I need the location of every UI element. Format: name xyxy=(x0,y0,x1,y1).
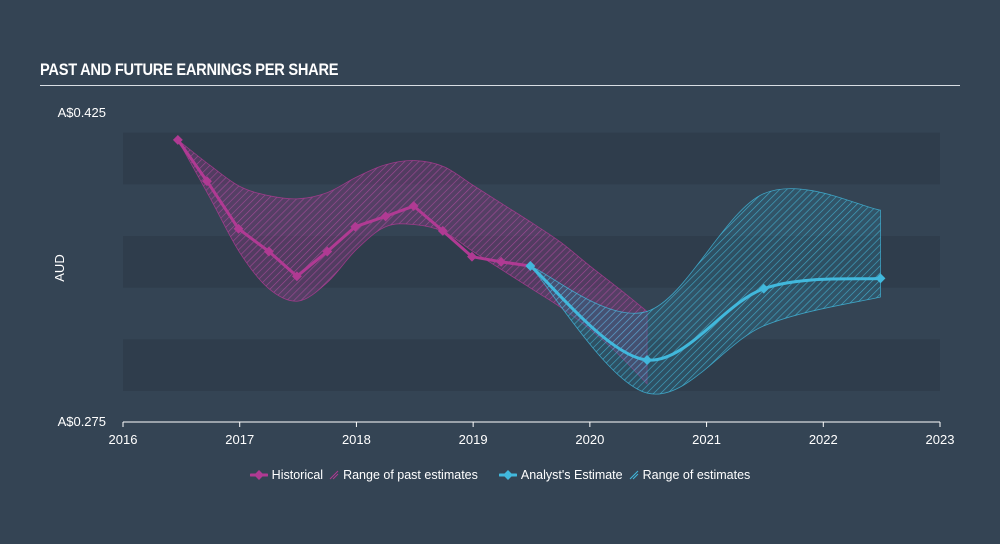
historical-point xyxy=(202,176,212,187)
estimate-point xyxy=(525,261,536,271)
legend-estimate-range-label: Range of estimates xyxy=(642,468,751,482)
estimate-range-legend-icon xyxy=(629,470,638,480)
estimates-range-area xyxy=(530,188,881,395)
estimate-point xyxy=(758,283,769,294)
historical-point xyxy=(496,256,507,267)
estimate-point xyxy=(875,273,886,284)
historical-point xyxy=(380,211,391,222)
historical-point xyxy=(172,134,183,145)
historical-point xyxy=(233,223,244,234)
past-range-legend-icon xyxy=(329,470,339,480)
x-tick-label: 2018 xyxy=(342,432,371,447)
legend-past-range-label: Range of past estimates xyxy=(343,468,478,482)
estimate-legend-icon xyxy=(498,470,517,480)
historical-point xyxy=(467,251,477,262)
x-tick-label: 2023 xyxy=(926,432,955,447)
historical-point xyxy=(350,221,361,232)
y-axis-label: AUD xyxy=(52,254,67,281)
y-tick-label-max: A$0.425 xyxy=(58,105,106,120)
historical-legend-icon xyxy=(249,470,268,480)
x-tick-label: 2016 xyxy=(109,432,138,447)
y-tick-label-min: A$0.275 xyxy=(58,414,106,429)
legend-historical-label: Historical xyxy=(271,468,324,482)
x-tick-label: 2022 xyxy=(809,432,838,447)
historical-point xyxy=(263,246,274,257)
grid-band xyxy=(123,339,940,391)
x-tick-label: 2019 xyxy=(459,432,488,447)
chart-title: PAST AND FUTURE EARNINGS PER SHARE xyxy=(40,60,339,79)
legend-estimate-range[interactable]: Range of estimates xyxy=(629,468,751,482)
grid-band xyxy=(123,132,940,185)
legend-estimate-label: Analyst's Estimate xyxy=(520,468,623,482)
legend-historical[interactable]: Historical xyxy=(249,468,324,482)
estimate-point xyxy=(642,355,652,365)
historical-point xyxy=(408,201,419,211)
historical-point xyxy=(322,246,333,257)
title-divider xyxy=(40,85,960,86)
legend-past-range[interactable]: Range of past estimates xyxy=(329,468,478,482)
legend: Historical Range of past estimates Analy… xyxy=(0,468,1000,482)
range-areas xyxy=(177,139,881,395)
legend-estimate[interactable]: Analyst's Estimate xyxy=(498,468,623,482)
historical-point xyxy=(437,225,448,236)
x-tick-label: 2020 xyxy=(575,432,604,447)
axes xyxy=(122,421,941,427)
axis-labels: 2016 2017 2018 2019 2020 2021 2022 2023 A$0.425 A… xyxy=(52,105,954,447)
x-tick-label: 2021 xyxy=(692,432,721,447)
x-tick-label: 2017 xyxy=(225,432,254,447)
series-markers xyxy=(172,134,886,365)
estimate-line xyxy=(528,264,882,362)
historical-point xyxy=(291,271,302,282)
